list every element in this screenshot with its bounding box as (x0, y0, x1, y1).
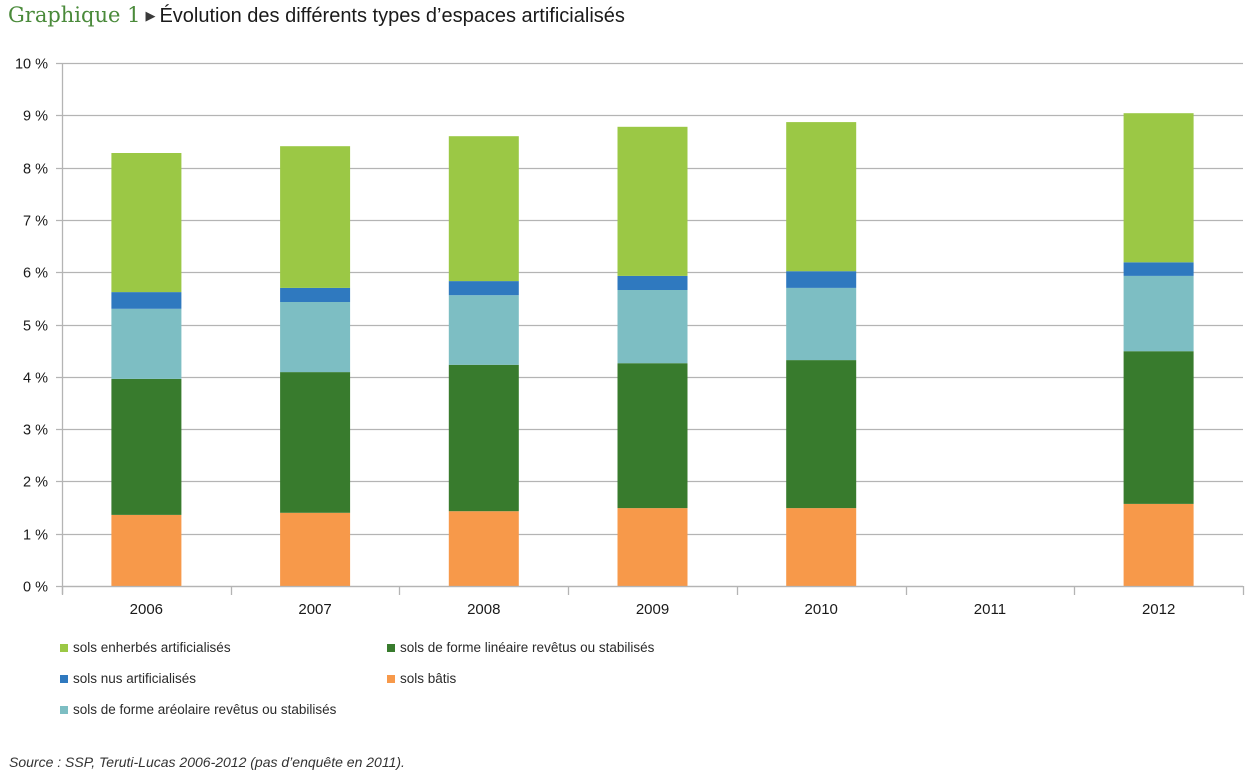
y-tick-label: 10 % (15, 57, 48, 73)
bar-segment (111, 514, 182, 586)
bar-segment (786, 360, 857, 509)
x-tick-label: 2009 (636, 601, 669, 618)
bar-segment (280, 302, 351, 373)
bar-segment (1123, 275, 1194, 352)
x-tick-label: 2007 (298, 601, 331, 618)
x-tick-label: 2008 (467, 601, 500, 618)
x-tick-label: 2010 (805, 601, 838, 618)
y-tick-label: 9 % (23, 109, 48, 125)
bar-segment (448, 295, 519, 365)
triangle-right-icon: ▶ (145, 9, 156, 24)
bar-segment (111, 378, 182, 515)
legend-item: sols nus artificialisés (60, 671, 196, 686)
bar-segment (617, 290, 688, 364)
bar-segment (617, 363, 688, 509)
bar-segment (786, 287, 857, 361)
bar-segment (111, 308, 182, 379)
x-tick-label: 2012 (1142, 601, 1175, 618)
y-tick-label: 6 % (23, 266, 48, 282)
bar-segment (448, 511, 519, 586)
bar-segment (448, 136, 519, 282)
chart-title: Graphique 1 ▶ Évolution des différents typ… (8, 3, 625, 28)
legend-item: sols de forme aréolaire revêtus ou stabi… (60, 702, 336, 717)
legend-label: sols nus artificialisés (73, 671, 197, 686)
legend-swatch (60, 674, 68, 683)
bar-segment (786, 271, 857, 288)
stacked-bar-chart: 0 %1 %2 %3 %4 %5 %6 %7 %8 %9 %10 % 2006 2… (15, 57, 1245, 618)
bar-segment (786, 122, 857, 272)
legend-item: sols de forme linéaire revêtus ou stabil… (387, 640, 654, 655)
bar-segment (1123, 503, 1194, 586)
legend-label: sols de forme linéaire revêtus ou stabil… (400, 640, 655, 655)
x-tick-label: 2006 (130, 601, 163, 618)
legend-swatch (387, 674, 395, 683)
bar-segment (280, 146, 351, 288)
bar-segment (111, 153, 182, 293)
legend-label: sols bâtis (400, 671, 457, 686)
bar-segment (1123, 113, 1194, 263)
y-tick-label: 5 % (23, 319, 48, 335)
y-tick-label: 4 % (23, 371, 48, 387)
y-tick-label: 7 % (23, 214, 48, 230)
legend: sols enherbés artificialisés sols de form… (60, 640, 860, 730)
y-tick-label: 8 % (23, 162, 48, 178)
legend-swatch (387, 643, 395, 652)
bar-segment (111, 292, 182, 309)
bar-segment (280, 372, 351, 513)
bar-segment (1123, 262, 1194, 276)
legend-swatch (60, 643, 68, 652)
bars (111, 113, 1194, 586)
legend-label: sols de forme aréolaire revêtus ou stabi… (73, 702, 337, 717)
x-axis-ticks: 2006 2007 2008 2009 2010 2011 2012 (130, 601, 1176, 618)
bar-segment (617, 126, 688, 276)
y-axis-ticks: 0 % 1 % 2 % 3 % 4 % 5 % 6 % 7 % 8 % 9 % 10 % (15, 57, 48, 596)
bar-segment (617, 508, 688, 586)
bar-segment (280, 512, 351, 586)
axes (61, 63, 1245, 595)
chart-title-text: Évolution des différents types d’espaces… (159, 5, 625, 27)
legend-label: sols enherbés artificialisés (73, 640, 231, 655)
bar-segment (280, 287, 351, 302)
legend-item: sols enherbés artificialisés (60, 640, 231, 655)
source-note: Source : SSP, Teruti-Lucas 2006-2012 (pa… (9, 754, 405, 770)
bar-segment (448, 364, 519, 512)
legend-item: sols bâtis (387, 671, 456, 686)
y-tick-label: 3 % (23, 423, 48, 439)
y-tick-label: 1 % (23, 528, 48, 544)
x-tick-label: 2011 (974, 601, 1006, 618)
legend-swatch (60, 705, 68, 714)
y-tick-label: 2 % (23, 475, 48, 491)
bar-segment (786, 508, 857, 586)
bar-segment (1123, 351, 1194, 504)
figure-number: Graphique 1 (8, 3, 141, 27)
y-tick-label: 0 % (23, 580, 48, 596)
bar-segment (448, 281, 519, 296)
bar-segment (617, 275, 688, 290)
